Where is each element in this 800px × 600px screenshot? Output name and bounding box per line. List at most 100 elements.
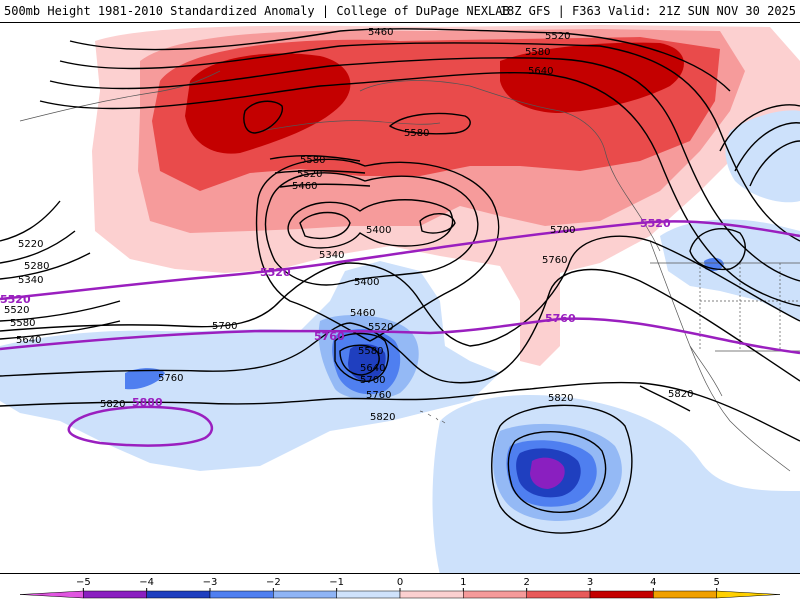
- label-5820-west: 5820: [100, 399, 125, 410]
- label-5520-top: 5520: [545, 31, 570, 42]
- contour-east-5820: [639, 385, 691, 412]
- legend-tick-label: −2: [266, 577, 281, 588]
- legend-swatch: [146, 590, 211, 599]
- label-5580-alaska: 5580: [404, 128, 429, 139]
- contour-5520-north: [59, 42, 800, 242]
- contour-5760-main: [0, 268, 800, 384]
- coastlines: [19, 70, 800, 472]
- legend-swatch: [463, 590, 527, 599]
- legend-swatch: [273, 590, 337, 599]
- contour-northeast-low-2: [734, 122, 800, 172]
- label-5580-top: 5580: [525, 47, 550, 58]
- anomaly-map: 5460 5520 5580 5640 5580 5580 5520 5460 …: [0, 22, 800, 574]
- legend-color-bar: [19, 590, 781, 599]
- contour-west-5340: [0, 252, 91, 280]
- map-header: 500mb Height 1981-2010 Standardized Anom…: [0, 0, 800, 22]
- legend-swatch: [716, 590, 781, 599]
- label-5280-left: 5280: [24, 261, 49, 272]
- legend-swatch: [209, 590, 274, 599]
- contour-5400-low: [287, 199, 454, 249]
- contour-5580-north: [49, 57, 800, 282]
- label-5520-mid: 5520: [297, 169, 322, 180]
- contour-5460-north: [69, 28, 731, 92]
- label-5400-b: 5400: [354, 277, 379, 288]
- contour-west-5220: [0, 200, 61, 242]
- positive-anomaly-shading: [92, 25, 800, 366]
- legend-tick-label: −1: [329, 577, 344, 588]
- label-5580-left: 5580: [10, 318, 35, 329]
- climo-label-5760-left: 5760: [314, 330, 345, 343]
- height-contour-labels: 5460 5520 5580 5640 5580 5580 5520 5460 …: [4, 27, 693, 423]
- label-5820-east: 5820: [668, 389, 693, 400]
- contour-northeast-low-3: [749, 140, 800, 187]
- label-5640-top: 5640: [528, 66, 553, 77]
- label-5460-mid: 5460: [292, 181, 317, 192]
- label-5520-trough: 5520: [368, 322, 393, 333]
- hawaii-islands: [419, 410, 446, 424]
- contour-5580-alaska-ring: [388, 112, 471, 135]
- label-5760-west: 5760: [158, 373, 183, 384]
- climo-label-5520-left: 5520: [0, 293, 31, 306]
- label-5760-right: 5760: [542, 255, 567, 266]
- label-5220-left: 5220: [18, 239, 43, 250]
- contour-5340-low: [299, 211, 456, 240]
- label-5700-right: 5700: [550, 225, 575, 236]
- climo-5520-line: [0, 220, 800, 301]
- contour-5460-low-outer: [264, 172, 479, 286]
- negative-anomaly-trough-4: [348, 344, 386, 381]
- baja-coast: [689, 345, 723, 397]
- contour-5460-mid: [279, 183, 371, 188]
- climo-label-5520-mid: 5520: [260, 266, 291, 279]
- legend-swatch: [589, 590, 654, 599]
- label-5640-trough: 5640: [360, 363, 385, 374]
- positive-anomaly-4a: [185, 53, 351, 154]
- contour-west-5280: [0, 230, 76, 264]
- legend-swatch: [19, 590, 84, 599]
- color-scale-legend: −5 −4 −3 −2 −1 0 1 2 3 4 5: [0, 574, 800, 600]
- climo-5760-line: [0, 317, 800, 355]
- contour-trough-5580: [334, 332, 389, 382]
- label-5460-trough: 5460: [350, 308, 375, 319]
- legend-swatch: [526, 590, 591, 599]
- contour-5580-mid: [269, 154, 361, 162]
- negative-anomaly-northeast-1: [660, 219, 800, 321]
- contour-south-low-inner: [507, 431, 607, 513]
- positive-anomaly-4b: [500, 42, 684, 113]
- north-america-coast: [649, 240, 791, 472]
- contour-west-5640: [0, 320, 121, 340]
- negative-anomaly-pacific-band: [0, 261, 500, 471]
- contour-5820-main: [0, 381, 800, 442]
- label-5760-trough: 5760: [366, 390, 391, 401]
- legend-swatch: [399, 590, 464, 599]
- contour-5520-mid: [274, 169, 366, 174]
- legend-tick-label: 3: [587, 577, 593, 588]
- label-5700-trough: 5700: [360, 375, 385, 386]
- label-5820-south: 5820: [548, 393, 573, 404]
- contour-northeast-low-4: [689, 228, 746, 271]
- climo-5880-ring: [67, 405, 214, 447]
- label-5340-left: 5340: [18, 275, 43, 286]
- legend-tick-label: 0: [397, 577, 403, 588]
- contour-northeast-low-1: [719, 104, 800, 152]
- negative-anomaly-south-5: [530, 457, 565, 489]
- contour-5520-low-outer: [255, 158, 500, 342]
- climo-label-5880: 5880: [132, 396, 163, 409]
- height-contours: [0, 28, 800, 534]
- climo-label-5520-right: 5520: [640, 217, 671, 230]
- legend-tick-label: 2: [523, 577, 529, 588]
- map-title: 500mb Height 1981-2010 Standardized Anom…: [4, 4, 510, 18]
- legend-tick-label: −3: [203, 577, 218, 588]
- legend-swatch: [653, 590, 717, 599]
- climo-label-5760-right: 5760: [545, 312, 576, 325]
- label-5640-left: 5640: [16, 335, 41, 346]
- label-5400-low: 5400: [366, 225, 391, 236]
- label-5460-top: 5460: [368, 27, 393, 38]
- legend-tick-label: 1: [460, 577, 466, 588]
- label-5700-mid: 5700: [212, 321, 237, 332]
- climatology-contours: [0, 220, 800, 447]
- negative-anomaly-shading: [0, 110, 800, 573]
- legend-tick-label: 5: [713, 577, 719, 588]
- negative-anomaly-northeast-east: [725, 110, 800, 203]
- contour-5700-main: [0, 235, 800, 347]
- climatology-labels: 5520 5520 5520 5760 5760 5880: [0, 217, 671, 409]
